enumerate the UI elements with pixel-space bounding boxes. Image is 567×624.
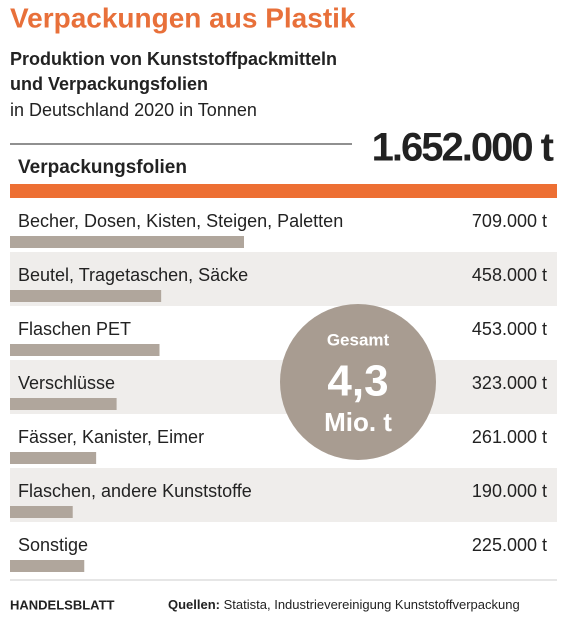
- value-label: 225.000 t: [472, 535, 547, 555]
- category-label: Becher, Dosen, Kisten, Steigen, Paletten: [18, 211, 343, 231]
- value-label: 458.000 t: [472, 265, 547, 285]
- orange-band: [10, 184, 557, 198]
- group-total: 1.652.000 t: [372, 126, 554, 170]
- bar: [10, 506, 73, 518]
- category-label: Sonstige: [18, 535, 88, 555]
- total-label: Gesamt: [327, 330, 390, 349]
- bar: [10, 398, 117, 410]
- bar: [10, 560, 85, 572]
- subtitle: Produktion von Kunststoffpackmitteln: [10, 49, 337, 69]
- value-label: 453.000 t: [472, 319, 547, 339]
- source-label: Quellen:: [168, 597, 220, 612]
- bar: [10, 344, 160, 356]
- subtitle: in Deutschland 2020 in Tonnen: [10, 100, 257, 120]
- total-unit: Mio. t: [324, 407, 392, 437]
- brand: HANDELSBLATT: [10, 597, 115, 612]
- category-label: Fässer, Kanister, Eimer: [18, 427, 204, 447]
- category-label: Verschlüsse: [18, 373, 115, 393]
- source-text: Statista, Industrievereinigung Kunststof…: [224, 597, 520, 612]
- source: Quellen: Statista, Industrievereinigung …: [168, 597, 520, 612]
- total-value: 4,3: [327, 357, 388, 406]
- row-background: [10, 468, 557, 522]
- subtitle: und Verpackungsfolien: [10, 74, 208, 94]
- value-label: 323.000 t: [472, 373, 547, 393]
- value-label: 190.000 t: [472, 481, 547, 501]
- title: Verpackungen aus Plastik: [10, 2, 356, 33]
- category-label: Flaschen, andere Kunststoffe: [18, 481, 252, 501]
- category-label: Beutel, Tragetaschen, Säcke: [18, 265, 248, 285]
- category-label: Flaschen PET: [18, 319, 131, 339]
- group-label: Verpackungsfolien: [18, 157, 187, 178]
- value-label: 261.000 t: [472, 427, 547, 447]
- bar: [10, 290, 162, 302]
- bar: [10, 452, 97, 464]
- total-circle: [280, 304, 436, 460]
- bar: [10, 236, 244, 248]
- value-label: 709.000 t: [472, 211, 547, 231]
